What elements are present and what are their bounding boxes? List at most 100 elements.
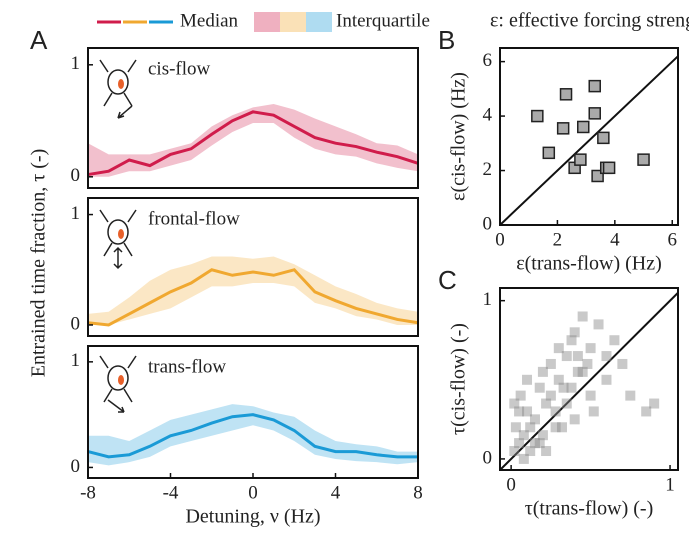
chart-title: ε: effective forcing strength: [490, 10, 689, 32]
y-tick-label: 6: [483, 50, 493, 71]
scatter-point: [545, 358, 556, 369]
median-line: [87, 413, 418, 459]
y-axis-label: ε(cis-flow) (Hz): [448, 72, 470, 201]
panel-label: C: [438, 265, 457, 295]
x-tick-label: 4: [610, 229, 620, 250]
scatter-point: [585, 390, 596, 401]
scatter-point: [553, 343, 564, 354]
axes-frame: [87, 47, 419, 189]
scatter-point: [545, 390, 556, 401]
identity-line: [499, 55, 679, 226]
scatter-point: [641, 406, 652, 417]
scatter-point: [559, 88, 573, 101]
scatter-point: [534, 382, 545, 393]
scatter-point: [572, 366, 583, 377]
scatter-point: [582, 358, 593, 369]
panel-label: A: [30, 25, 48, 55]
scatter-point: [588, 79, 601, 93]
scatter-point: [625, 390, 636, 401]
scatter-point: [514, 438, 525, 449]
scatter-point: [542, 146, 556, 160]
scatter-point: [522, 374, 533, 385]
y-axis-label: Entrained time fraction, τ (-): [28, 149, 50, 378]
scatter-point: [585, 343, 596, 354]
scatter-point: [531, 109, 544, 123]
x-tick-label: 4: [331, 482, 341, 503]
scatter-point: [514, 406, 525, 417]
x-axis-label: ε(trans-flow) (Hz): [516, 253, 662, 275]
scatter-point: [515, 390, 526, 401]
scatter-point: [537, 366, 548, 377]
scatter-point: [550, 422, 561, 433]
scatter-point: [637, 153, 650, 166]
legend-swatch: [254, 12, 280, 32]
scatter-point: [553, 374, 564, 385]
series-annotation: frontal-flow: [148, 208, 240, 229]
scatter-point: [525, 446, 536, 457]
scatter-point: [558, 382, 569, 393]
scatter-point: [577, 366, 588, 377]
y-tick-label: 0: [71, 456, 81, 477]
y-tick-label: 0: [71, 165, 81, 186]
scatter-point: [577, 311, 588, 322]
icon-cis: [99, 59, 137, 119]
scatter-point: [509, 446, 520, 457]
legend-swatch: [306, 12, 332, 32]
scatter-point: [609, 335, 620, 346]
scatter-point: [601, 374, 612, 385]
x-tick-label: 6: [668, 229, 678, 250]
x-tick-label: -4: [163, 482, 179, 503]
scatter-point: [566, 382, 577, 393]
legend-swatch: [280, 12, 306, 32]
y-tick-label: 1: [71, 203, 81, 224]
scatter-point: [534, 438, 545, 449]
y-tick-label: 0: [71, 313, 81, 334]
axes-frame: [87, 197, 419, 337]
x-axis-label: τ(trans-flow) (-): [525, 498, 654, 520]
x-tick-label: 8: [413, 482, 423, 503]
y-axis-label: τ(cis-flow) (-): [448, 323, 470, 435]
scatter-point: [588, 406, 599, 417]
scatter-point: [537, 430, 548, 441]
y-tick-label: 1: [483, 289, 493, 310]
scatter-point: [556, 122, 570, 135]
scatter-point: [588, 107, 601, 120]
scatter-point: [529, 438, 540, 449]
scatter-point: [550, 406, 561, 417]
scatter-point: [572, 351, 583, 362]
x-tick-label: 1: [665, 474, 675, 495]
x-tick-label: -8: [80, 482, 96, 503]
legend-label: Interquartile: [336, 10, 430, 31]
x-tick-label: 0: [506, 474, 516, 495]
axes-frame: [499, 287, 679, 471]
scatter-point: [541, 398, 552, 409]
scatter-point: [529, 414, 540, 425]
interquartile-band: [88, 256, 418, 325]
scatter-point: [569, 414, 580, 425]
x-tick-label: 2: [553, 229, 563, 250]
scatter-point: [561, 398, 572, 409]
scatter-point: [602, 161, 616, 175]
legend-label: Median: [180, 10, 239, 31]
y-tick-label: 4: [483, 104, 493, 125]
interquartile-band: [88, 104, 418, 177]
scatter-point: [541, 446, 552, 457]
scatter-point: [561, 351, 572, 362]
icon-trans: [99, 355, 137, 413]
y-tick-label: 0: [483, 213, 493, 234]
y-tick-label: 2: [483, 159, 493, 180]
x-tick-label: 0: [248, 482, 258, 503]
scatter-point: [518, 453, 529, 464]
scatter-point: [574, 153, 587, 166]
scatter-point: [591, 169, 604, 183]
scatter-point: [556, 422, 567, 433]
y-tick-label: 1: [71, 350, 81, 371]
scatter-point: [601, 351, 612, 362]
scatter-point: [522, 406, 533, 417]
scatter-point: [593, 319, 604, 330]
y-tick-label: 1: [71, 53, 81, 74]
scatter-point: [597, 131, 610, 145]
scatter-point: [649, 398, 660, 409]
